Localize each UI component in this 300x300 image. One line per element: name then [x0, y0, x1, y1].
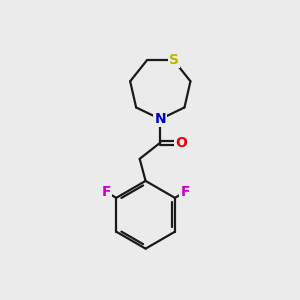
- Text: F: F: [101, 185, 111, 199]
- Text: O: O: [176, 136, 188, 150]
- Text: F: F: [180, 185, 190, 199]
- Text: N: N: [154, 112, 166, 126]
- Text: S: S: [169, 53, 179, 67]
- Text: N: N: [154, 112, 166, 126]
